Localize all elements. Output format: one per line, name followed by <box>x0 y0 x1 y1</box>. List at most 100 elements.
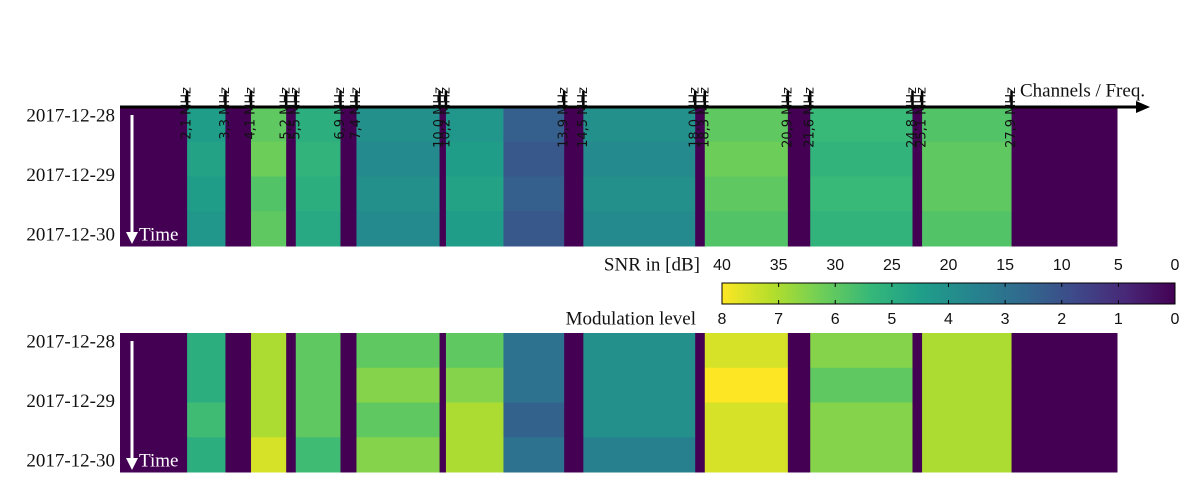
heatmap-cell <box>695 367 706 403</box>
colorbar-tick-label: 5 <box>1114 257 1123 274</box>
heatmap-cell <box>564 333 584 369</box>
heatmap-cell <box>445 367 504 403</box>
heatmap-cell <box>1011 176 1118 212</box>
heatmap-cell <box>695 333 706 369</box>
heatmap-cell <box>439 437 447 473</box>
heatmap-cell <box>225 107 252 143</box>
heatmap-cell <box>704 107 789 143</box>
heatmap-cell <box>922 367 1013 403</box>
x-tick-label: 14,5 MHz <box>576 87 591 148</box>
heatmap-cell <box>445 141 504 177</box>
heatmap-cell <box>187 333 226 369</box>
heatmap-cell <box>295 402 341 438</box>
heatmap-cell <box>120 402 188 438</box>
colorbar-tick-label: 25 <box>883 257 901 274</box>
heatmap-cell <box>286 333 297 369</box>
time-arrowhead <box>126 232 138 244</box>
heatmap-cell <box>340 176 357 212</box>
heatmap-cell <box>912 107 923 143</box>
colorbar-tick-label: 1 <box>1114 311 1123 328</box>
heatmap-cell <box>922 141 1013 177</box>
heatmap-cell <box>583 141 696 177</box>
heatmap-cell <box>286 211 297 247</box>
x-tick-label: 20,9 MHz <box>780 87 795 148</box>
heatmap-cell <box>225 402 252 438</box>
heatmap-cell <box>922 402 1013 438</box>
x-tick-label: 5,5 MHz <box>288 87 303 140</box>
x-tick-label: 24,8 MHz <box>905 87 920 148</box>
x-tick-label: 5,2 MHz <box>279 87 294 140</box>
heatmap-cell <box>583 107 696 143</box>
heatmap-cell <box>225 367 252 403</box>
heatmap-cell <box>695 211 706 247</box>
heatmap-cell <box>704 141 789 177</box>
heatmap-cell <box>120 176 188 212</box>
heatmap-cell <box>295 333 341 369</box>
heatmap-cell <box>810 211 913 247</box>
heatmap-cell <box>445 211 504 247</box>
heatmap-cell <box>583 211 696 247</box>
heatmap-cell <box>695 107 706 143</box>
heatmap-cell <box>1011 333 1118 369</box>
heatmap-cell <box>704 402 789 438</box>
y-tick-label: 2017-12-28 <box>26 105 115 126</box>
heatmap-cell <box>251 333 287 369</box>
time-label: Time <box>139 224 178 245</box>
heatmap-cell <box>340 107 357 143</box>
heatmap-cell <box>1011 107 1118 143</box>
heatmap-cell <box>922 437 1013 473</box>
colorbar-tick-label: 0 <box>1171 311 1180 328</box>
x-tick-label: 18,3 MHz <box>697 87 712 148</box>
colorbar-tick-label: 7 <box>774 311 783 328</box>
heatmap-cell <box>787 402 811 438</box>
colorbar-tick-label: 8 <box>718 311 727 328</box>
heatmap-cell <box>787 107 811 143</box>
heatmap-cell <box>251 437 287 473</box>
heatmap-cell <box>912 141 923 177</box>
heatmap-cell <box>564 176 584 212</box>
heatmap-cell <box>286 367 297 403</box>
heatmap-cell <box>912 437 923 473</box>
heatmap-cell <box>503 367 565 403</box>
heatmap-cell <box>356 107 441 143</box>
heatmap-cell <box>286 402 297 438</box>
heatmap-cell <box>225 333 252 369</box>
heatmap-cell <box>810 176 913 212</box>
heatmap-cell <box>187 176 226 212</box>
heatmap-cell <box>295 367 341 403</box>
y-tick-label: 2017-12-28 <box>26 331 115 352</box>
heatmap-cell <box>787 211 811 247</box>
colorbar-tick-label: 15 <box>996 257 1014 274</box>
heatmap-cell <box>251 141 287 177</box>
heatmap-cell <box>787 176 811 212</box>
heatmap-cell <box>704 211 789 247</box>
heatmap-cell <box>922 176 1013 212</box>
heatmap-cell <box>356 141 441 177</box>
heatmap-cell <box>445 107 504 143</box>
heatmap-cell <box>583 402 696 438</box>
heatmap-cell <box>583 176 696 212</box>
heatmap-cell <box>295 107 341 143</box>
heatmap-cell <box>810 402 913 438</box>
y-tick-label: 2017-12-29 <box>26 165 115 186</box>
heatmap-cell <box>583 437 696 473</box>
heatmap-cell <box>810 367 913 403</box>
heatmap-cell <box>787 367 811 403</box>
heatmap-cell <box>445 402 504 438</box>
heatmap-cell <box>912 402 923 438</box>
heatmap-cell <box>912 211 923 247</box>
heatmap-cell <box>295 141 341 177</box>
heatmap-cell <box>295 176 341 212</box>
heatmap-cell <box>356 402 441 438</box>
heatmap-cell <box>583 333 696 369</box>
heatmap-cell <box>251 176 287 212</box>
heatmap-cell <box>251 367 287 403</box>
heatmap-cell <box>120 107 188 143</box>
heatmap-cell <box>225 437 252 473</box>
heatmap-cell <box>564 437 584 473</box>
heatmap-cell <box>120 367 188 403</box>
heatmap-cell <box>120 141 188 177</box>
x-tick-label: 13,9 MHz <box>557 87 572 148</box>
heatmap-cell <box>225 211 252 247</box>
